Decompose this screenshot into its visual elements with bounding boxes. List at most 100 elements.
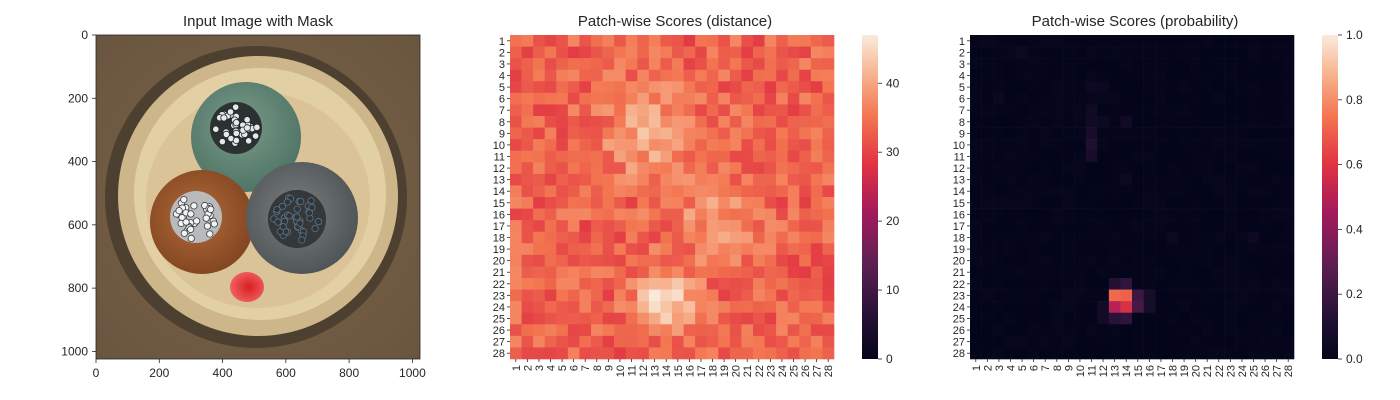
heatmap-cell: [1236, 139, 1249, 152]
heatmap-cell: [533, 243, 546, 256]
heatmap-cell: [579, 312, 592, 325]
heatmap-cell: [533, 92, 546, 105]
heatmap-cell: [787, 139, 800, 152]
heatmap-cell: [510, 324, 522, 337]
heatmap-cell: [1236, 289, 1249, 302]
heatmap-cell: [1189, 58, 1202, 71]
heatmap-cell: [1189, 173, 1202, 186]
heatmap-cell: [1189, 69, 1202, 82]
heatmap-cell: [1224, 289, 1237, 302]
probability-colorbar: [1322, 35, 1338, 359]
heatmap-cell: [810, 173, 823, 186]
distance-heatmap-axes: 1234567891011121314151617181920212223242…: [493, 36, 835, 377]
heatmap-cell: [1039, 208, 1052, 221]
heatmap-cell: [1120, 69, 1133, 82]
heatmap-cell: [556, 231, 569, 244]
heatmap-cell: [1201, 139, 1214, 152]
heatmap-cell: [1201, 173, 1214, 186]
heatmap-cell: [741, 266, 754, 279]
heatmap-cell: [544, 116, 557, 128]
heatmap-cell: [1027, 301, 1040, 314]
heatmap-cell: [1166, 127, 1179, 140]
heatmap-cell: [1132, 69, 1144, 82]
heatmap-cell: [660, 197, 673, 209]
heatmap-cell: [521, 301, 534, 314]
wire-strand: [274, 218, 282, 226]
heatmap-cell: [602, 162, 615, 175]
heatmap-cell: [1236, 254, 1249, 267]
heatmap-row-label: 16: [493, 209, 505, 221]
heatmap-cell: [1132, 254, 1144, 267]
heatmap-cell: [1004, 278, 1017, 290]
heatmap-cell: [510, 231, 522, 244]
heatmap-cell: [1224, 46, 1237, 59]
heatmap-cell: [579, 104, 592, 117]
heatmap-cell: [970, 69, 982, 82]
heatmap-cell: [683, 46, 696, 59]
heatmap-cell: [1213, 301, 1225, 314]
heatmap-cell: [810, 185, 823, 198]
heatmap-cell: [695, 324, 708, 337]
heatmap-cell: [753, 116, 765, 128]
heatmap-cell: [1143, 46, 1156, 59]
heatmap-cell: [1213, 46, 1225, 59]
heatmap-cell: [741, 347, 754, 360]
heatmap-cell: [1016, 116, 1029, 128]
heatmap-cell: [764, 254, 777, 267]
heatmap-col-label: 13: [1110, 365, 1122, 377]
heatmap-cell: [993, 116, 1006, 128]
heatmap-cell: [1027, 254, 1040, 267]
heatmap-cell: [1132, 35, 1144, 47]
heatmap-cell: [567, 69, 580, 82]
heatmap-cell: [970, 185, 982, 198]
heatmap-col-label: 25: [789, 365, 801, 377]
heatmap-col-label: 17: [696, 365, 708, 377]
heatmap-cell: [1270, 243, 1283, 256]
colorbar-tick-label: 20: [886, 214, 900, 228]
heatmap-cell: [810, 347, 823, 360]
heatmap-cell: [625, 347, 638, 360]
heatmap-col-label: 9: [603, 365, 615, 371]
wire-strand: [315, 218, 323, 226]
heatmap-cell: [753, 46, 765, 59]
heatmap-cell: [822, 173, 835, 186]
heatmap-cell: [1097, 243, 1110, 256]
heatmap-cell: [1189, 301, 1202, 314]
heatmap-row-label: 28: [493, 348, 505, 360]
heatmap-cell: [1213, 173, 1225, 186]
heatmap-cell: [822, 104, 835, 117]
heatmap-cell: [556, 139, 569, 152]
heatmap-col-label: 10: [1075, 365, 1087, 377]
heatmap-cell: [1004, 139, 1017, 152]
heatmap-cell: [1074, 92, 1087, 105]
heatmap-cell: [672, 58, 684, 71]
heatmap-cell: [625, 46, 638, 59]
distance-panel-title: Patch-wise Scores (distance): [578, 13, 772, 30]
heatmap-cell: [660, 104, 673, 117]
heatmap-cell: [544, 58, 557, 71]
heatmap-cell: [614, 150, 627, 163]
heatmap-cell: [810, 69, 823, 82]
heatmap-cell: [1062, 347, 1075, 360]
heatmap-cell: [981, 139, 994, 152]
heatmap-cell: [981, 254, 994, 267]
heatmap-cell: [993, 301, 1006, 314]
heatmap-cell: [741, 162, 754, 175]
heatmap-cell: [591, 289, 603, 302]
heatmap-cell: [602, 81, 615, 94]
heatmap-cell: [672, 35, 684, 47]
heatmap-cell: [993, 266, 1006, 279]
heatmap-cell: [1027, 243, 1040, 256]
heatmap-row-label: 2: [499, 47, 505, 59]
heatmap-cell: [1085, 324, 1098, 337]
heatmap-cell: [683, 208, 696, 221]
heatmap-cell: [970, 104, 982, 117]
heatmap-cell: [753, 278, 765, 290]
heatmap-cell: [1051, 139, 1063, 152]
heatmap-cell: [810, 127, 823, 140]
heatmap-cell: [556, 278, 569, 290]
heatmap-cell: [718, 58, 731, 71]
heatmap-cell: [741, 254, 754, 267]
heatmap-cell: [993, 324, 1006, 337]
heatmap-row-label: 26: [493, 325, 505, 337]
